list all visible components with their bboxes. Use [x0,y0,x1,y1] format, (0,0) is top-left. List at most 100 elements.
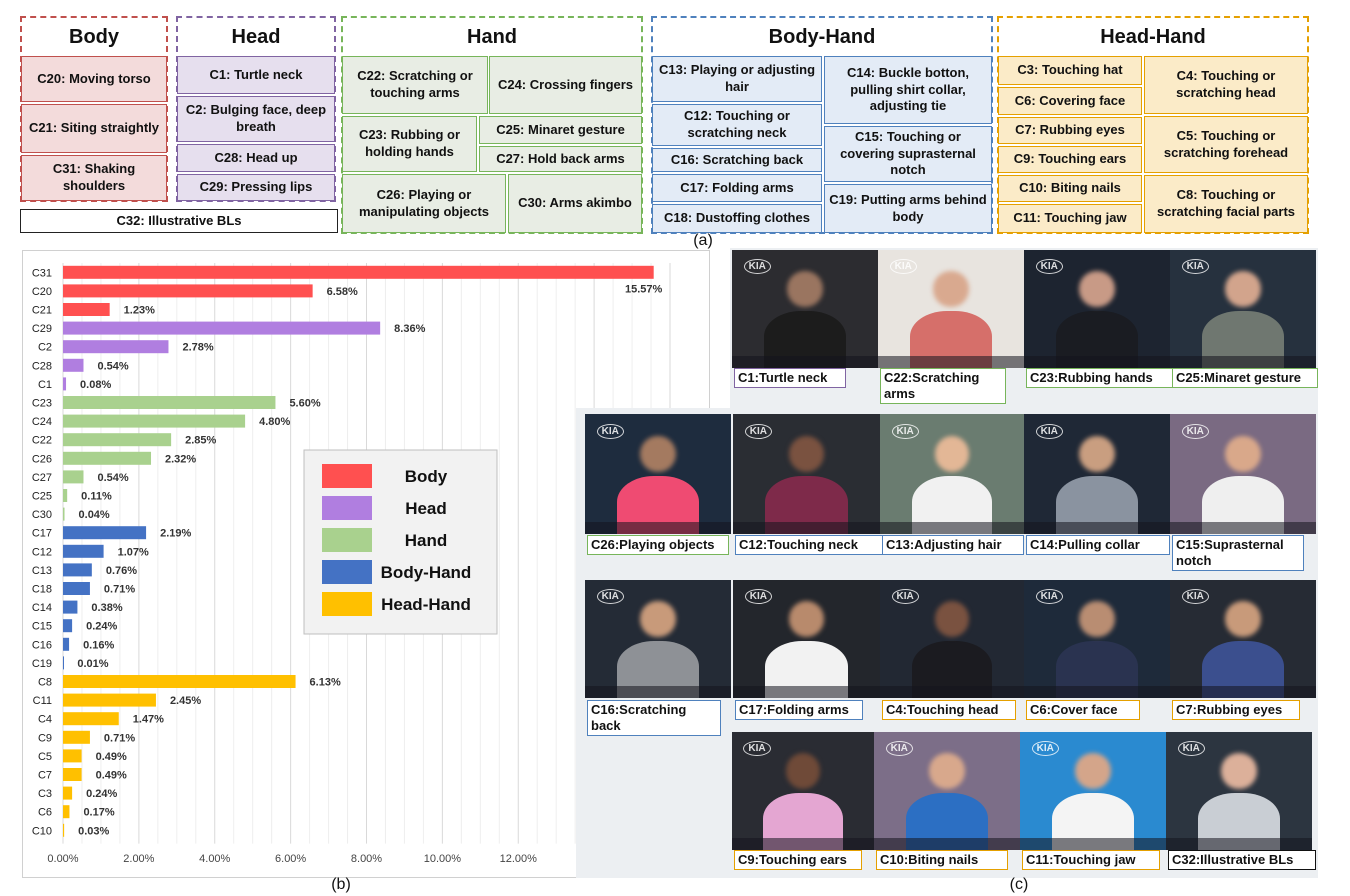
bar [63,619,73,633]
x-tick-label: 6.00% [275,853,306,865]
legend-swatch [322,592,372,616]
bar [63,340,169,354]
sponsor-logo-icon: KIA [1031,741,1059,757]
example-photo: KIA [732,250,878,368]
legend-swatch [322,560,372,584]
press-table [880,522,1024,534]
category-cell: C14: Buckle botton, pulling shirt collar… [824,56,992,124]
bar [63,730,90,744]
category-cell: C16: Scratching back [652,148,822,172]
y-tick-label: C24 [32,416,52,428]
category-cell: C2: Bulging face, deep breath [177,96,335,142]
y-tick-label: C21 [32,305,52,317]
example-photo: KIA [732,732,874,850]
press-table [880,686,1024,698]
press-table [733,686,880,698]
blurred-face [640,435,676,472]
y-tick-label: C27 [32,472,52,484]
sponsor-logo-icon: KIA [1035,259,1063,275]
data-label: 0.16% [83,639,114,651]
legend-label: Body [405,467,448,486]
blurred-face [788,601,825,637]
example-photo: KIA [874,732,1020,850]
press-table [1170,356,1316,368]
data-label: 0.24% [86,621,117,633]
bar [63,656,64,670]
example-photo: KIA [585,580,731,698]
blurred-face [933,271,969,307]
bar [63,396,276,409]
example-label: C11:Touching jaw [1022,850,1160,870]
sponsor-logo-icon: KIA [1177,741,1205,757]
category-cell: C27: Hold back arms [479,146,642,172]
bar [63,823,65,837]
bar [63,768,82,781]
blurred-face [1221,753,1257,789]
blurred-face [1075,753,1111,789]
bar [63,637,70,651]
legend-swatch [322,496,372,520]
press-table [1020,838,1166,850]
y-tick-label: C14 [32,602,52,614]
data-label: 5.60% [289,398,320,410]
category-cell: C20: Moving torso [21,56,167,102]
example-photo: KIA [1170,250,1316,368]
sponsor-logo-icon: KIA [889,259,917,275]
category-cell: C19: Putting arms behind body [824,184,992,233]
y-tick-label: C10 [32,825,52,837]
example-photo: KIA [733,580,880,698]
legend-label: Head [405,499,447,518]
legend-swatch [322,464,372,488]
sponsor-logo-icon: KIA [1035,423,1063,439]
data-label: 6.58% [327,286,358,298]
category-cell: C10: Biting nails [998,175,1142,202]
press-table [1024,356,1170,368]
bar [63,451,152,465]
bar [63,321,381,335]
example-label: C10:Biting nails [876,850,1008,870]
bar [63,470,84,484]
y-tick-label: C8 [38,677,52,689]
bar [63,563,92,577]
example-photo: KIA [1170,414,1316,534]
sponsor-logo-icon: KIA [743,741,771,757]
blurred-face [1225,271,1261,307]
data-label: 6.13% [310,677,341,689]
blurred-face [785,753,821,789]
sponsor-logo-icon: KIA [743,259,771,275]
group-title-head: Head [231,26,281,48]
sponsor-logo-icon: KIA [1035,589,1063,605]
press-table [878,356,1024,368]
press-table [1024,522,1170,534]
bar [63,600,78,614]
sponsor-logo-icon: KIA [744,423,772,439]
blurred-face [934,601,970,637]
blurred-face [1079,435,1115,472]
y-tick-label: C19 [32,658,52,670]
blurred-face [788,435,825,472]
y-tick-label: C7 [38,770,52,782]
category-cell: C1: Turtle neck [177,56,335,94]
category-cell: C17: Folding arms [652,174,822,202]
data-label: 0.01% [77,658,108,670]
bar [63,377,67,391]
y-tick-label: C31 [32,267,52,279]
category-cell: C25: Minaret gesture [479,116,642,144]
bar [63,582,90,595]
sponsor-logo-icon: KIA [891,589,919,605]
x-tick-label: 12.00% [500,853,538,865]
example-photo: KIA [1166,732,1312,850]
blurred-face [1225,435,1261,472]
press-table [1166,838,1312,850]
example-label: C32:Illustrative BLs [1168,850,1316,870]
data-label: 2.78% [182,342,213,354]
data-label: 15.57% [625,283,663,295]
category-cell: C11: Touching jaw [998,204,1142,233]
data-label: 0.38% [91,602,122,614]
sponsor-logo-icon: KIA [596,423,624,439]
category-cell: C23: Rubbing or holding hands [342,116,477,172]
example-label: C15:Suprasternal notch [1172,535,1304,571]
example-photo: KIA [880,414,1024,534]
y-tick-label: C4 [38,714,52,726]
x-tick-label: 0.00% [47,853,78,865]
